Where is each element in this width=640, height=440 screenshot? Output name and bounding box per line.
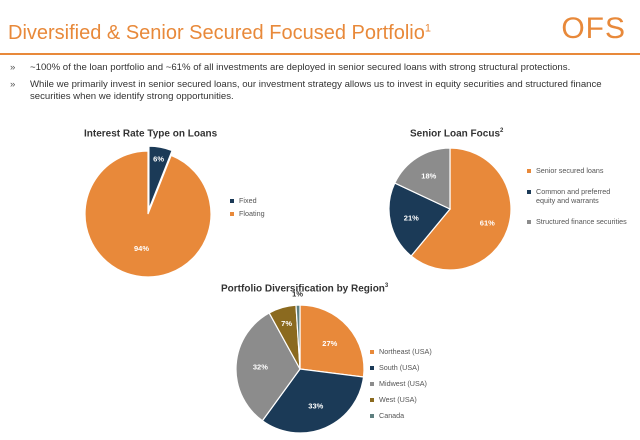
interest-rate-legend: Fixed Floating [230,196,265,218]
pie-slice-2-1 [261,368,365,434]
legend-swatch [527,219,531,224]
pie-slice-2-2 [235,312,301,422]
pie-label-0-0: 6% [153,154,164,163]
senior-loan-chart-title: Senior Loan Focus2 [410,128,504,140]
pie-label-2-4: 1% [292,290,303,299]
legend-swatch [230,211,234,216]
legend-item-canada: Canada [370,411,432,420]
bullet-text: While we primarily invest in senior secu… [30,79,602,102]
pie-label-1-1: 21% [404,214,419,223]
bullet-text: ~100% of the loan portfolio and ~61% of … [30,62,571,73]
pie-slice-0-1 [84,150,212,278]
pie-label-2-2: 32% [253,363,268,372]
legend-item-floating: Floating [230,209,265,218]
legend-swatch [370,365,374,370]
legend-item-northeast: Northeast (USA) [370,347,432,356]
header-divider [0,53,640,55]
pie-label-0-1: 94% [134,244,149,253]
pie-slice-2-4 [295,304,301,370]
pie-label-1-0: 61% [480,218,495,227]
legend-item-senior-secured: Senior secured loans [527,166,627,175]
interest-rate-chart-title: Interest Rate Type on Loans [84,128,218,140]
legend-swatch [370,349,374,354]
legend-item-west: West (USA) [370,395,432,404]
bullet-mark: » [10,62,16,73]
pie-slice-0-0 [148,145,173,210]
title-footnote: 1 [424,22,431,35]
pie-slice-1-1 [388,182,451,257]
bullet-list: » ~100% of the loan portfolio and ~61% o… [10,62,632,108]
legend-swatch [527,168,531,173]
pie-slice-2-0 [299,304,365,378]
ofs-logo: OFS [561,12,626,45]
legend-item-midwest: Midwest (USA) [370,379,432,388]
legend-item-fixed: Fixed [230,196,265,205]
legend-item-structured-finance: Structured finance securities [527,217,627,226]
pie-slice-1-2 [394,147,451,210]
bullet-item: » While we primarily invest in senior se… [10,79,632,103]
pie-label-1-2: 18% [421,172,436,181]
legend-item-south: South (USA) [370,363,432,372]
legend-swatch [370,397,374,402]
legend-swatch [370,381,374,386]
bullet-item: » ~100% of the loan portfolio and ~61% o… [10,62,632,74]
pie-label-2-0: 27% [322,339,337,348]
bullet-mark: » [10,79,16,90]
legend-swatch [527,189,531,194]
region-legend: Northeast (USA) South (USA) Midwest (USA… [370,347,432,420]
pie-label-2-3: 7% [281,319,292,328]
pie-label-2-1: 33% [308,401,323,410]
legend-swatch [230,198,234,203]
region-chart-title: Portfolio Diversification by Region3 [221,283,389,295]
legend-swatch [370,413,374,418]
pie-slice-1-0 [410,147,512,271]
legend-item-equity: Common and preferred equity and warrants [527,187,627,205]
page-title: Diversified & Senior Secured Focused Por… [8,22,431,44]
senior-loan-legend: Senior secured loans Common and preferre… [527,166,627,226]
